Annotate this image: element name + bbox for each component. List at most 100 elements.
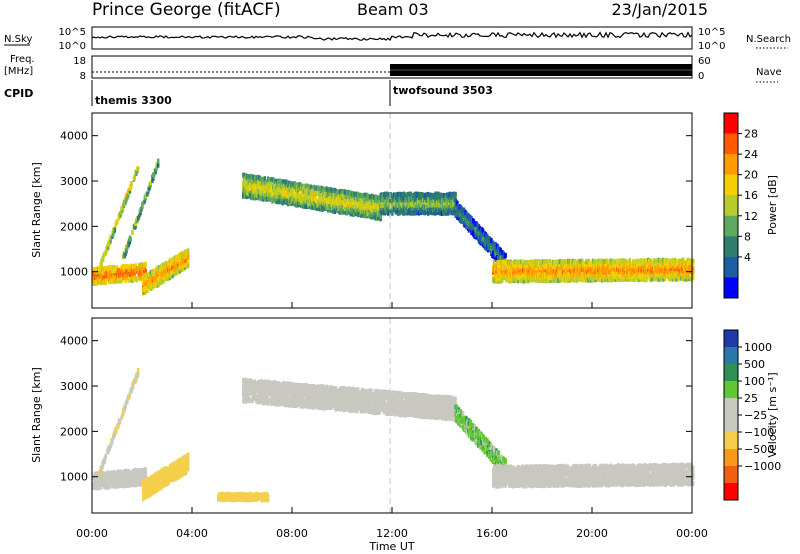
colorbar-tick-label: 25 — [744, 392, 758, 405]
colorbar-tick-label: 16 — [744, 189, 758, 202]
x-tick-label: 00:00 — [676, 527, 708, 540]
freq-tick-top: 18 — [73, 56, 86, 67]
nsky-trace — [91, 31, 693, 41]
freq-label: Freq. — [10, 54, 35, 65]
colorbar-tick-label: 500 — [744, 358, 765, 371]
x-tick-label: 16:00 — [476, 527, 508, 540]
colorbar-tick-label: 12 — [744, 210, 758, 223]
nave-tick-bottom: 0 — [698, 71, 704, 82]
time-axis-label: Time UT — [368, 540, 414, 553]
nave-label: Nave — [756, 67, 782, 78]
velocity-region-descending-band — [454, 404, 507, 475]
nave-tick-top: 60 — [698, 56, 711, 67]
x-tick-label: 12:00 — [376, 527, 408, 540]
power-colorbar — [724, 113, 738, 299]
x-tick-label: 04:00 — [176, 527, 208, 540]
velocity-colorbar-frame — [723, 329, 739, 501]
x-tick-label: 20:00 — [576, 527, 608, 540]
velocity-colorbar — [724, 330, 738, 501]
power-colorbar-ticks: 28 24 20 16 12 8 4 — [738, 128, 758, 264]
colorbar-tick-label: 20 — [744, 169, 758, 182]
colorbar-swatch — [724, 432, 738, 450]
velocity-region-rising-streak-1 — [97, 368, 140, 481]
nsky-tick-bottom: 10^0 — [59, 41, 86, 52]
colorbar-tick-label: −100 — [744, 426, 774, 439]
colorbar-swatch — [724, 195, 738, 217]
colorbar-tick-label: 28 — [744, 128, 758, 141]
date-label: 23/Jan/2015 — [611, 0, 708, 19]
colorbar-swatch — [724, 256, 738, 278]
y-tick-label: 2000 — [60, 425, 88, 438]
cpid-segment-twofsound: twofsound 3503 — [393, 84, 493, 97]
time-x-ticks: 00:00 04:00 08:00 12:00 16:00 20:00 00:00 — [76, 302, 708, 540]
power-region-auroral-band-late — [492, 257, 695, 284]
colorbar-swatch — [724, 133, 738, 155]
power-region-echo-02-04 — [142, 248, 190, 296]
colorbar-swatch — [724, 277, 738, 299]
x-tick-label: 00:00 — [76, 527, 108, 540]
power-region-rising-streak-2 — [122, 158, 160, 260]
colorbar-swatch — [724, 415, 738, 433]
cpid-segment-themis: themis 3300 — [95, 94, 172, 107]
colorbar-swatch — [724, 466, 738, 484]
freq-unit: [MHz] — [4, 66, 33, 77]
nsearch-tick-bottom: 10^0 — [698, 41, 725, 52]
nsearch-label: N.Search — [746, 34, 791, 45]
colorbar-tick-label: −500 — [744, 443, 774, 456]
colorbar-swatch — [724, 483, 738, 501]
y-tick-label: 4000 — [60, 130, 88, 143]
colorbar-tick-label: 4 — [744, 251, 751, 264]
velocity-region-ground-scatter-late — [492, 462, 695, 489]
y-tick-label: 1000 — [60, 471, 88, 484]
power-colorbar-label: Power [dB] — [766, 175, 779, 235]
velocity-y-axis-label: Slant Range [km] — [30, 367, 43, 463]
beam-label: Beam 03 — [357, 0, 429, 19]
colorbar-tick-label: 24 — [744, 148, 758, 161]
nsky-tick-top: 10^5 — [59, 27, 86, 38]
power-region-rising-streak-1 — [97, 166, 140, 274]
colorbar-swatch — [724, 154, 738, 176]
colorbar-tick-label: −1000 — [744, 460, 781, 473]
colorbar-swatch — [724, 364, 738, 382]
velocity-y-ticks: 4000 3000 2000 1000 — [60, 335, 692, 484]
colorbar-swatch — [724, 215, 738, 237]
y-tick-label: 3000 — [60, 175, 88, 188]
colorbar-swatch — [724, 236, 738, 258]
power-y-axis-label: Slant Range [km] — [30, 162, 43, 258]
power-region-f-region-band-later — [379, 191, 457, 216]
freq-tick-bottom: 8 — [80, 71, 86, 82]
power-colorbar-frame — [723, 112, 739, 299]
velocity-region-f-region-band — [242, 377, 457, 422]
velocity-colorbar-label: Velocity [m s⁻¹] — [766, 372, 779, 457]
velocity-region-patch-05-07 — [217, 491, 270, 503]
nsearch-tick-top: 10^5 — [698, 27, 725, 38]
cpid-label: CPID — [4, 87, 33, 100]
x-tick-label: 08:00 — [276, 527, 308, 540]
velocity-region-ground-scatter-early — [92, 466, 147, 491]
velocity-heatmap — [92, 368, 695, 503]
power-heatmap — [92, 158, 695, 296]
colorbar-swatch — [724, 381, 738, 399]
colorbar-tick-label: 8 — [744, 230, 751, 243]
nsky-label: N.Sky — [4, 34, 32, 45]
y-tick-label: 2000 — [60, 220, 88, 233]
colorbar-swatch — [724, 174, 738, 196]
power-y-ticks: 4000 3000 2000 1000 — [60, 130, 692, 279]
colorbar-swatch — [724, 347, 738, 365]
colorbar-tick-label: 1000 — [744, 341, 772, 354]
velocity-region-echo-02-04 — [142, 452, 190, 502]
power-region-f-region-band — [242, 172, 382, 222]
colorbar-tick-label: 100 — [744, 375, 765, 388]
y-tick-label: 4000 — [60, 335, 88, 348]
y-tick-label: 3000 — [60, 380, 88, 393]
colorbar-swatch — [724, 449, 738, 467]
velocity-colorbar-ticks: 1000 500 100 25 −25 −100 −500 −1000 — [738, 341, 781, 473]
colorbar-tick-label: −25 — [744, 409, 767, 422]
station-title: Prince George (fitACF) — [92, 0, 281, 20]
colorbar-swatch — [724, 113, 738, 135]
y-tick-label: 1000 — [60, 266, 88, 279]
nsky-panel-frame — [91, 26, 693, 50]
colorbar-swatch — [724, 330, 738, 348]
colorbar-swatch — [724, 398, 738, 416]
